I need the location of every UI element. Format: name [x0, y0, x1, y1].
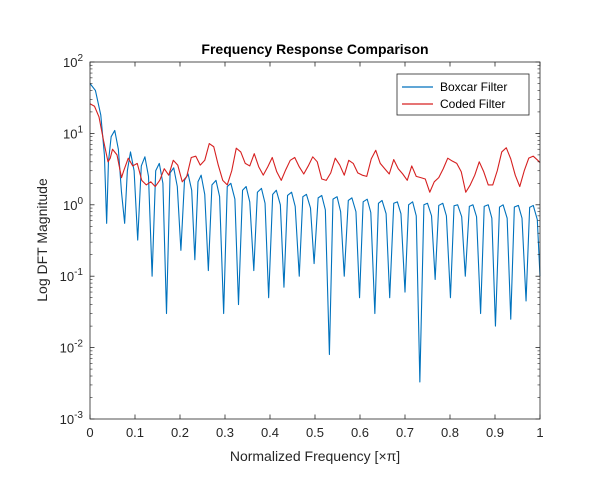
y-tick-label: 102 — [63, 53, 83, 70]
y-tick-label: 10-3 — [60, 410, 84, 427]
legend: Boxcar Filter Coded Filter — [396, 73, 530, 116]
x-tick-label: 0.3 — [216, 425, 234, 440]
axes-layer: 0 0.1 0.2 0.3 0.4 0.5 0.6 0.7 0.8 0.9 1 10-3 10-2 10-… — [60, 53, 544, 440]
x-tick-label: 0.2 — [171, 425, 189, 440]
x-tick-label: 0.7 — [396, 425, 414, 440]
x-tick-label: 1 — [536, 425, 543, 440]
series-layer — [89, 83, 541, 383]
x-tick-label: 0.5 — [306, 425, 324, 440]
x-tick-label: 0.1 — [126, 425, 144, 440]
x-axis-label: Normalized Frequency [×π] — [230, 448, 400, 464]
x-tick-label: 0.4 — [261, 425, 279, 440]
legend-label-boxcar: Boxcar Filter — [440, 80, 507, 94]
series-line-coded — [89, 103, 541, 193]
chart-title: Frequency Response Comparison — [201, 41, 428, 57]
y-tick-label: 10-1 — [60, 267, 84, 284]
x-tick-label: 0.9 — [486, 425, 504, 440]
series-line-boxcar — [89, 83, 541, 383]
x-tick-label: 0.6 — [351, 425, 369, 440]
y-axis-label: Log DFT Magnitude — [34, 178, 50, 302]
legend-label-coded: Coded Filter — [440, 97, 505, 111]
y-tick-label: 100 — [63, 196, 83, 213]
y-tick-label: 10-2 — [60, 339, 84, 356]
x-tick-label: 0.8 — [441, 425, 459, 440]
legend-box — [396, 73, 530, 116]
x-tick-label: 0 — [86, 425, 93, 440]
y-tick-label: 101 — [63, 124, 83, 141]
